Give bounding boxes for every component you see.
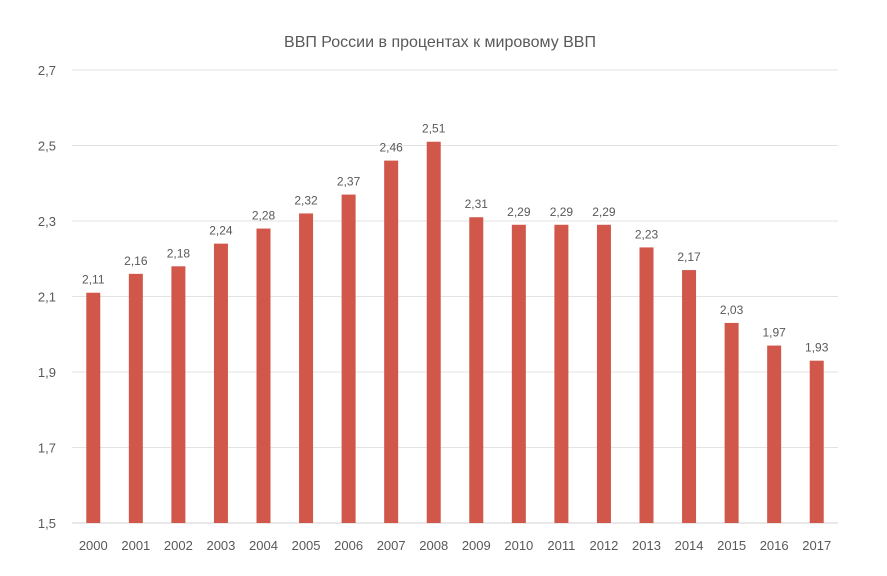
y-tick-label: 2,3	[38, 214, 56, 229]
data-label: 2,24	[209, 224, 233, 238]
x-tick-label: 2007	[377, 538, 406, 553]
chart-title: ВВП России в процентах к мировому ВВП	[284, 34, 596, 51]
bar	[554, 224, 569, 523]
y-tick-label: 1,7	[38, 441, 56, 456]
y-axis-ticks: 1,5 1,7 1,9 2,1 2,3 2,5 2,7	[38, 63, 56, 531]
y-tick-label: 2,7	[38, 63, 56, 78]
x-tick-label: 2008	[419, 538, 448, 553]
x-tick-label: 2009	[462, 538, 491, 553]
bar	[511, 224, 526, 523]
y-tick-label: 2,5	[38, 139, 56, 154]
bar	[384, 160, 399, 523]
x-tick-label: 2002	[164, 538, 193, 553]
x-tick-label: 2000	[79, 538, 108, 553]
bar	[767, 345, 782, 523]
bar	[682, 270, 697, 523]
x-tick-label: 2001	[121, 538, 150, 553]
x-tick-label: 2010	[504, 538, 533, 553]
bar	[426, 141, 441, 523]
bar	[213, 243, 228, 523]
data-label: 2,29	[507, 205, 531, 219]
bar	[639, 247, 654, 524]
bar	[256, 228, 271, 524]
bar	[724, 322, 739, 523]
data-labels: 2,11 2,16 2,18 2,24 2,28 2,32 2,37 2,46 2,51 2,31…	[82, 122, 829, 355]
x-axis-ticks: 2000 2001 2002 2003 2004 2005 2006 2007 2008 2009…	[79, 538, 831, 553]
x-tick-label: 2003	[206, 538, 235, 553]
bars	[86, 141, 824, 524]
data-label: 2,51	[422, 122, 446, 136]
data-label: 1,93	[805, 341, 829, 355]
data-label: 2,18	[167, 246, 191, 260]
y-tick-label: 1,9	[38, 365, 56, 380]
bar	[171, 266, 186, 523]
bar	[809, 360, 824, 523]
y-tick-label: 1,5	[38, 516, 56, 531]
x-tick-label: 2013	[632, 538, 661, 553]
x-tick-label: 2006	[334, 538, 363, 553]
bar	[299, 213, 314, 523]
x-tick-label: 2016	[760, 538, 789, 553]
x-tick-label: 2017	[802, 538, 831, 553]
data-label: 2,46	[379, 141, 403, 155]
data-label: 2,11	[82, 273, 105, 287]
data-label: 2,17	[677, 250, 701, 264]
bar	[341, 194, 356, 523]
data-label: 1,97	[762, 326, 786, 340]
y-tick-label: 2,1	[38, 290, 56, 305]
bar	[596, 224, 611, 523]
bar	[469, 217, 484, 523]
data-label: 2,23	[635, 227, 659, 241]
gridlines	[72, 69, 838, 524]
bar	[86, 292, 101, 523]
bar	[128, 273, 143, 523]
data-label: 2,32	[294, 193, 318, 207]
x-tick-label: 2011	[547, 538, 575, 553]
data-label: 2,29	[550, 205, 574, 219]
data-label: 2,29	[592, 205, 616, 219]
x-tick-label: 2015	[717, 538, 746, 553]
x-tick-label: 2014	[675, 538, 704, 553]
x-tick-label: 2005	[292, 538, 321, 553]
data-label: 2,37	[337, 175, 361, 189]
data-label: 2,16	[124, 254, 148, 268]
data-label: 2,31	[465, 197, 489, 211]
data-label: 2,03	[720, 303, 744, 317]
x-tick-label: 2012	[589, 538, 618, 553]
data-label: 2,28	[252, 209, 276, 223]
x-tick-label: 2004	[249, 538, 278, 553]
